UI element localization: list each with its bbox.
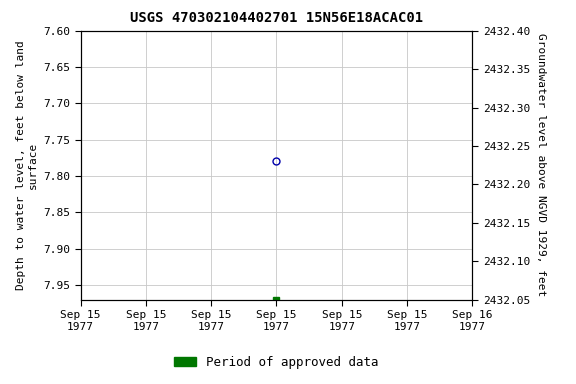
Title: USGS 470302104402701 15N56E18ACAC01: USGS 470302104402701 15N56E18ACAC01 <box>130 12 423 25</box>
Legend: Period of approved data: Period of approved data <box>169 351 384 374</box>
Y-axis label: Depth to water level, feet below land
surface: Depth to water level, feet below land su… <box>16 40 37 290</box>
Y-axis label: Groundwater level above NGVD 1929, feet: Groundwater level above NGVD 1929, feet <box>536 33 545 297</box>
